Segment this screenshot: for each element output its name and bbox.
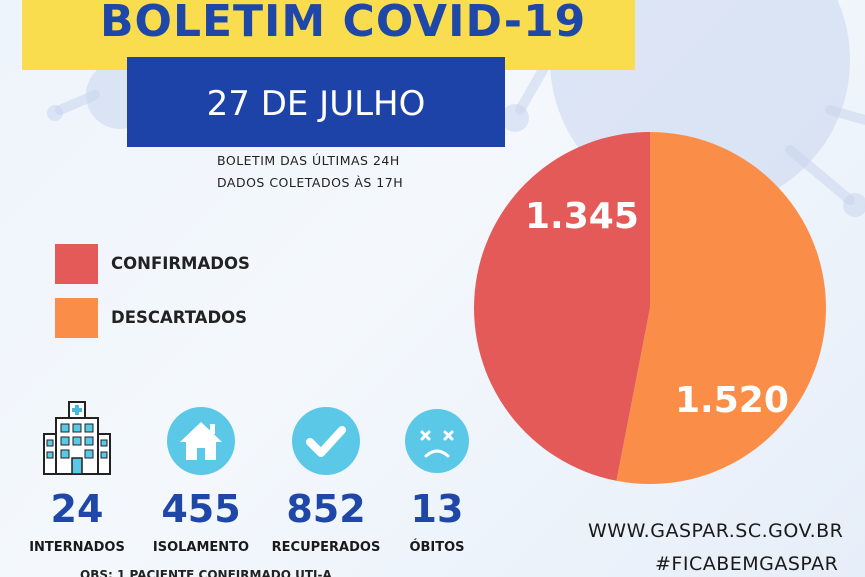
stat-value-recuperados: 852 [286,487,366,531]
legend-swatch-discarded [55,298,98,338]
stat-label-obitos: ÓBITOS [409,540,465,555]
stat-label-isolamento: ISOLAMENTO [152,540,250,555]
website-link[interactable]: WWW.GASPAR.SC.GOV.BR [588,520,844,542]
legend-label-discarded: DESCARTADOS [111,308,248,327]
subtitle-line-2: DADOS COLETADOS ÀS 17H [217,175,404,190]
footer-note: OBS: 1 PACIENTE CONFIRMADO UTI-A [80,568,332,577]
date-banner: 27 DE JULHO [127,57,505,147]
sad-face-icon [405,409,469,473]
stat-isolamento: 455 ISOLAMENTO [136,400,266,555]
stat-value-internados: 24 [50,487,104,531]
pie-chart [473,132,826,484]
slice-label-confirmed: 1.345 [525,196,639,237]
title-banner: BOLETIM COVID-19 [22,0,635,70]
hospital-icon [43,401,111,475]
house-icon [167,407,235,475]
page-title: BOLETIM COVID-19 [100,0,587,47]
stat-value-obitos: 13 [410,487,464,531]
hashtag: #FICABEMGASPAR [655,553,839,575]
legend-swatch-confirmed [55,244,98,284]
legend-label-confirmed: CONFIRMADOS [111,254,250,273]
stat-internados: 24 INTERNADOS [12,400,142,555]
pie-slice-confirmed [473,132,650,481]
stat-recuperados: 852 RECUPERADOS [261,400,391,555]
stat-label-internados: INTERNADOS [29,540,125,555]
slice-label-discarded: 1.520 [675,380,789,421]
subtitle-line-1: BOLETIM DAS ÚLTIMAS 24H [217,153,400,168]
checkmark-icon [292,407,360,475]
report-date: 27 DE JULHO [206,84,426,124]
stat-obitos: 13 ÓBITOS [372,400,502,555]
stat-label-recuperados: RECUPERADOS [271,540,381,555]
stat-value-isolamento: 455 [161,487,241,531]
pie-slice-discarded [616,132,826,484]
